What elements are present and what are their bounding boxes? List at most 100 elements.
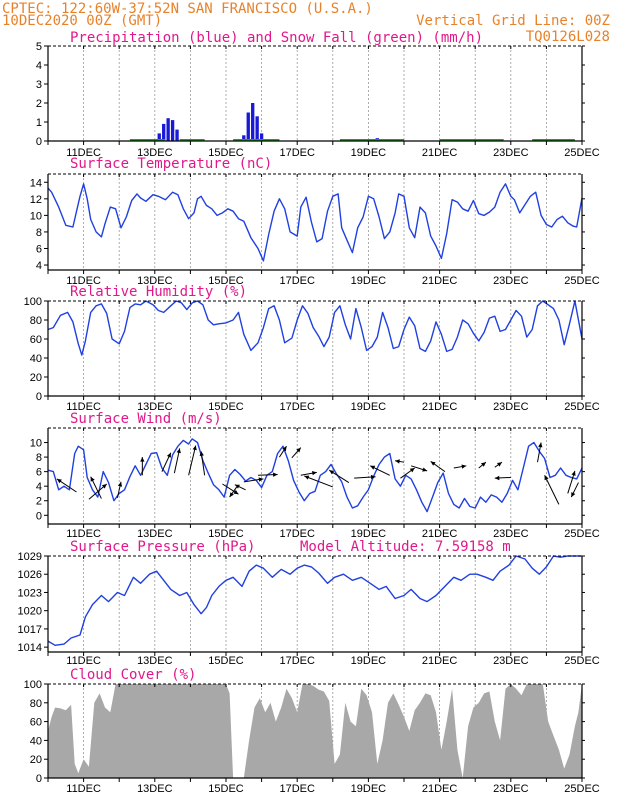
header-grid-note: Vertical Grid Line: 00Z <box>416 13 610 29</box>
wind-arrow-head <box>176 448 181 454</box>
wind-arrow-head <box>117 481 123 487</box>
panel-title: Surface Wind (m/s) <box>70 411 222 427</box>
wind-arrow-head <box>258 477 264 482</box>
y-tick-label: 4 <box>36 60 42 72</box>
precip-bar <box>157 133 161 141</box>
wind-arrow-head <box>461 464 467 469</box>
x-tick-label: 25DEC <box>564 147 600 159</box>
wind-arrow-head <box>538 442 543 448</box>
x-tick-label: 13DEC <box>137 528 173 540</box>
x-tick-label: 17DEC <box>279 147 315 159</box>
y-tick-label: 6 <box>36 467 42 479</box>
wind-arrow-head <box>166 452 171 458</box>
wind-arrow-head <box>282 446 287 452</box>
x-tick-label: 11DEC <box>66 275 101 287</box>
wind-arrow-head <box>370 465 376 470</box>
x-tick-label: 13DEC <box>137 783 173 795</box>
x-tick-label: 11DEC <box>66 147 101 159</box>
header-model-id: TQ0126L028 <box>526 29 610 45</box>
panel-title: Precipitation (blue) and Snow Fall (gree… <box>70 30 483 46</box>
cloud-cover-area <box>48 684 582 778</box>
x-tick-label: 15DEC <box>208 783 244 795</box>
x-tick-label: 25DEC <box>564 275 600 287</box>
wind-arrow-head <box>90 476 95 482</box>
panel-temperature: 11DEC 13DEC 15DEC 17DEC 19DEC 21DEC 23DEC 25DEC… <box>30 156 600 287</box>
wind-arrow-head <box>234 484 240 489</box>
y-tick-label: 10 <box>30 210 42 222</box>
x-tick-label: 11DEC <box>66 528 101 540</box>
panel-title: Surface Pressure (hPa) <box>70 539 255 555</box>
x-tick-label: 21DEC <box>422 655 458 667</box>
wind-arrow-head <box>192 445 197 451</box>
y-tick-label: 2 <box>36 496 42 508</box>
x-tick-label: 17DEC <box>279 783 315 795</box>
precip-bar <box>166 118 170 141</box>
y-tick-label: 80 <box>30 698 42 710</box>
temperature-series-line <box>47 183 583 262</box>
y-tick-label: 20 <box>30 754 42 766</box>
x-tick-label: 21DEC <box>422 147 458 159</box>
x-tick-label: 15DEC <box>208 528 244 540</box>
panel-title: Surface Temperature (nC) <box>70 156 272 172</box>
panel-wind: 11DEC 13DEC 15DEC 17DEC 19DEC 21DEC 23DEC 25DEC… <box>30 411 600 540</box>
y-tick-label: 1 <box>36 117 42 129</box>
x-tick-label: 23DEC <box>493 528 529 540</box>
panel-subtitle: Model Altitude: 7.59158 m <box>300 539 511 555</box>
precip-bar <box>175 129 179 141</box>
wind-arrow-head <box>422 467 428 472</box>
y-tick-label: 8 <box>36 227 42 239</box>
wind-arrow-head <box>395 459 400 464</box>
wind-arrow-head <box>409 468 415 473</box>
wind-arrow-head <box>571 470 576 476</box>
precip-bar <box>255 116 259 141</box>
wind-arrow-head <box>544 475 549 481</box>
header-run-time: 10DEC2020 00Z (GMT) <box>2 13 162 29</box>
panels: 11DEC 13DEC 15DEC 17DEC 19DEC 21DEC 23DEC 25DEC… <box>18 30 600 795</box>
panel-title: Cloud Cover (%) <box>70 667 196 683</box>
y-tick-label: 40 <box>30 353 42 365</box>
precip-bar <box>246 112 250 141</box>
wind-arrow-head <box>571 492 576 498</box>
y-tick-label: 5 <box>36 41 42 53</box>
pressure-series-line <box>47 555 582 646</box>
y-tick-label: 60 <box>30 334 42 346</box>
y-tick-label: 100 <box>24 679 42 691</box>
panel-cloud: 11DEC 13DEC 15DEC 17DEC 19DEC 21DEC 23DEC 25DEC… <box>24 667 600 795</box>
wind-arrow-head <box>140 457 145 462</box>
x-tick-label: 19DEC <box>351 275 387 287</box>
x-tick-label: 23DEC <box>493 401 529 413</box>
y-tick-label: 14 <box>30 177 42 189</box>
y-tick-label: 0 <box>36 510 42 522</box>
wind-arrow-shaft <box>544 475 560 505</box>
precip-bar <box>162 123 166 141</box>
x-tick-label: 23DEC <box>493 275 529 287</box>
wind-arrow-head <box>370 474 376 480</box>
wind-arrow-head <box>497 462 502 467</box>
y-tick-label: 12 <box>30 194 42 206</box>
y-tick-label: 2 <box>36 98 42 110</box>
wind-series-line <box>47 438 583 513</box>
y-tick-label: 100 <box>24 296 42 308</box>
wind-arrow-head <box>273 472 278 477</box>
panel-pressure: 11DEC 13DEC 15DEC 17DEC 19DEC 21DEC 23DEC 25DEC… <box>18 539 600 667</box>
header-line-1: CPTEC: 122:60W-37:52N SAN FRANCISCO (U.S… <box>2 1 373 17</box>
x-tick-label: 17DEC <box>279 401 315 413</box>
wind-arrow-head <box>233 489 239 495</box>
x-tick-label: 13DEC <box>137 275 173 287</box>
x-tick-label: 15DEC <box>208 401 244 413</box>
x-tick-label: 13DEC <box>137 401 173 413</box>
y-tick-label: 0 <box>36 391 42 403</box>
x-tick-label: 25DEC <box>564 783 600 795</box>
x-tick-label: 17DEC <box>279 275 315 287</box>
y-tick-label: 4 <box>36 481 42 493</box>
wind-arrow-head <box>101 484 107 489</box>
x-tick-label: 19DEC <box>351 655 387 667</box>
x-tick-label: 21DEC <box>422 401 458 413</box>
wind-arrow-head <box>494 475 500 481</box>
wind-arrow-head <box>329 470 335 475</box>
x-tick-label: 23DEC <box>493 655 529 667</box>
y-tick-label: 20 <box>30 372 42 384</box>
wind-arrow-head <box>312 471 317 476</box>
panel-humidity: 11DEC 13DEC 15DEC 17DEC 19DEC 21DEC 23DEC 25DEC… <box>24 284 600 413</box>
